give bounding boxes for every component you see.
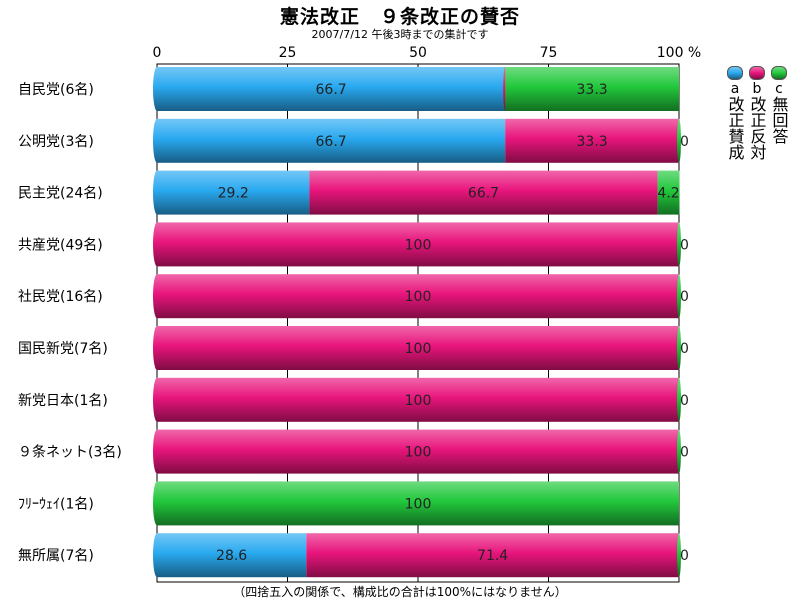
data-label: 0 (680, 289, 689, 305)
legend-item-a: a 改正賛成 (724, 66, 746, 160)
bar-cap (153, 326, 161, 370)
category-label: 国民新党(7名) (18, 341, 108, 357)
legend-label-a: 改正賛成 (725, 96, 745, 160)
bar-zero-cap (677, 118, 681, 163)
data-label: 66.7 (316, 82, 347, 98)
data-label: 33.3 (577, 134, 608, 150)
category-label: 新党日本(1名) (18, 393, 108, 409)
bar-zero-cap (677, 326, 681, 370)
data-label: 28.6 (216, 548, 247, 564)
data-label: 0 (680, 393, 689, 409)
category-label: ﾌﾘｰｳｪｲ(1名) (18, 496, 94, 512)
data-label: 0 (680, 237, 689, 253)
legend-item-c: c 無回答 (768, 66, 790, 144)
x-tick-label: 25 (279, 45, 297, 61)
bar-cap (153, 533, 161, 578)
legend-letter-c: c (775, 81, 783, 97)
data-label: 29.2 (218, 186, 249, 202)
bar-cap (153, 222, 161, 267)
x-tick-label: 0 (153, 45, 162, 61)
legend-swatch-b (749, 66, 765, 80)
bar-segment (157, 533, 307, 578)
legend-swatch-c (771, 66, 787, 80)
category-label: 社民党(16名) (18, 289, 103, 305)
bar-cap (153, 67, 161, 111)
bar-cap (153, 377, 161, 422)
data-label: 66.7 (468, 186, 499, 202)
bar-zero-cap (677, 377, 681, 422)
category-label: 自民党(6名) (18, 82, 94, 98)
bar-segment (309, 170, 658, 215)
bar-zero-cap (677, 222, 681, 267)
bar-cap (153, 429, 161, 474)
legend-swatch-a (727, 66, 743, 80)
x-tick-label: 100 % (657, 45, 701, 61)
bar-zero-cap (677, 274, 681, 319)
bar-cap (153, 170, 161, 215)
data-label: 100 (405, 289, 432, 305)
bar-segment (505, 118, 679, 163)
bar-segment (157, 118, 506, 163)
bar-segment (157, 274, 679, 319)
chart-subtitle: 2007/7/12 午後3時までの集計です (311, 28, 489, 41)
category-label: ９条ネット(3名) (18, 444, 122, 461)
data-label: 0 (680, 445, 689, 461)
data-label: 100 (405, 341, 432, 357)
data-label: 0 (680, 341, 689, 357)
category-label: 公明党(3名) (18, 134, 94, 150)
bar-zero-cap (677, 429, 681, 474)
data-label: 100 (405, 496, 432, 512)
category-label: 共産党(49名) (18, 237, 103, 253)
bar-zero-cap (677, 533, 681, 578)
data-label: 66.7 (316, 134, 347, 150)
bar-segment (157, 377, 679, 422)
x-tick-label: 50 (409, 45, 427, 61)
data-label: 100 (405, 237, 432, 253)
bar-segment (306, 533, 679, 578)
chart-footnote: （四捨五入の関係で、構成比の合計は100%にはなりません） (233, 585, 567, 599)
legend: a 改正賛成 b 改正反対 c 無回答 (722, 66, 800, 186)
data-label: 100 (405, 393, 432, 409)
category-label: 無所属(7名) (18, 548, 94, 564)
data-label: 33.3 (577, 82, 608, 98)
bar-cap (153, 481, 161, 526)
data-label: 71.4 (477, 548, 508, 564)
bar-segment (157, 67, 506, 111)
data-label: 0 (680, 548, 689, 564)
category-label: 民主党(24名) (18, 186, 103, 202)
data-label: 0 (680, 134, 689, 150)
legend-item-b: b 改正反対 (746, 66, 768, 160)
chart-title: 憲法改正 ９条改正の賛否 (279, 6, 520, 28)
bar-cap (153, 118, 161, 163)
legend-letter-a: a (730, 81, 740, 97)
bar-segment (157, 429, 679, 474)
bar-segment (157, 481, 679, 526)
bar-segment (657, 170, 680, 215)
legend-letter-b: b (752, 81, 762, 97)
data-label: 100 (405, 445, 432, 461)
bar-segment (157, 326, 679, 370)
bar-segment (157, 222, 679, 267)
bar-segment (157, 170, 310, 215)
bar-segment (505, 67, 679, 111)
legend-label-b: 改正反対 (747, 96, 767, 160)
bar-cap (153, 274, 161, 319)
x-tick-label: 75 (540, 45, 558, 61)
data-label: 4.2 (657, 186, 679, 202)
legend-label-c: 無回答 (769, 96, 789, 144)
